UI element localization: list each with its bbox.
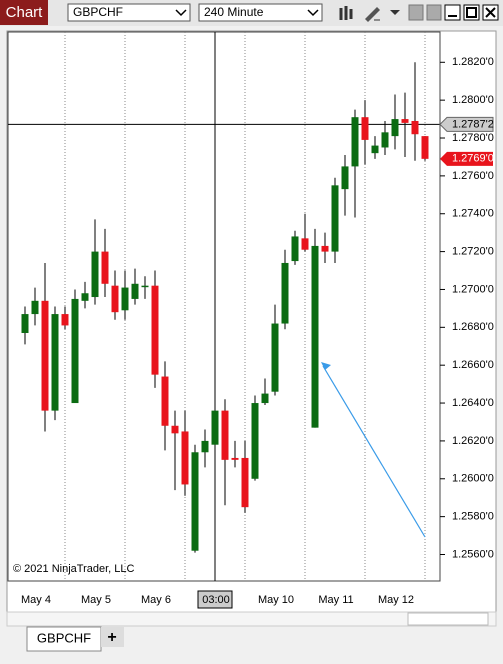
candle-body <box>111 285 119 313</box>
crosshair-y-label: 1.2787'2 <box>452 118 494 130</box>
candle-body <box>401 119 409 123</box>
scrollbar[interactable] <box>6 611 497 627</box>
x-tick-label: May 5 <box>81 594 111 606</box>
candle-body <box>261 393 269 404</box>
x-tick-label: May 4 <box>21 594 51 606</box>
button[interactable] <box>408 4 424 21</box>
y-tick-label: 1.2780'0 <box>452 132 494 144</box>
interval-selector[interactable] <box>198 3 323 22</box>
candle-body <box>331 185 339 252</box>
candle-body <box>91 251 99 298</box>
candle-body <box>41 300 49 411</box>
y-tick-label: 1.2600'0 <box>452 473 494 485</box>
candle-body <box>271 323 279 392</box>
candle-body <box>211 410 219 445</box>
candle-body <box>411 120 419 135</box>
candle-body <box>381 132 389 148</box>
candle-body <box>101 251 109 284</box>
y-tick-label: 1.2820'0 <box>452 56 494 68</box>
candle-body <box>61 314 69 326</box>
crosshair-y-box <box>439 116 494 132</box>
candle-body <box>201 440 209 453</box>
candle-body <box>321 245 329 252</box>
scroll-thumb[interactable] <box>407 612 489 626</box>
candle-body <box>21 314 29 334</box>
candle-body <box>71 298 79 404</box>
minimize-button[interactable] <box>444 4 461 21</box>
y-tick-label: 1.2740'0 <box>452 208 494 220</box>
candle-body <box>341 166 349 190</box>
drawing-tool-button[interactable] <box>365 7 380 22</box>
menu-arrow[interactable] <box>390 10 400 15</box>
dropdown-arrow <box>175 9 187 17</box>
instrument: GBPCHF <box>73 5 123 19</box>
y-tick-label: 1.2640'0 <box>452 397 494 409</box>
instrument-selector[interactable] <box>67 3 191 22</box>
candle-body <box>221 410 229 460</box>
y-tick-label: 1.2660'0 <box>452 359 494 371</box>
y-tick-label: 1.2720'0 <box>452 246 494 258</box>
candle-body <box>241 457 249 508</box>
candle-body <box>351 117 359 167</box>
candle-body <box>141 285 149 288</box>
tab-label: GBPCHF <box>37 630 91 645</box>
candle-body <box>281 262 289 324</box>
y-tick-label: 1.2620'0 <box>452 435 494 447</box>
x-tick-label: May 10 <box>258 594 294 606</box>
last-price-box <box>440 151 493 166</box>
button[interactable] <box>426 4 442 21</box>
candle-body <box>31 300 39 315</box>
candle-body <box>161 376 169 426</box>
x-tick-label: May 6 <box>141 594 171 606</box>
last-price-label: 1.2769'0 <box>452 153 494 165</box>
candle-body <box>151 285 159 375</box>
candle-body <box>391 119 399 137</box>
candle-body <box>301 238 309 250</box>
candle-body <box>171 425 179 434</box>
tab[interactable] <box>26 626 102 652</box>
candle-body <box>311 245 319 428</box>
candle-body <box>191 452 199 551</box>
candle-body <box>361 117 369 140</box>
y-tick-label: 1.2560'0 <box>452 548 494 560</box>
plot: 1.2820'0 1.2800'0 1.2780'0 1.2760'0 1.2740'0… <box>8 32 494 609</box>
y-tick-label: 1.2580'0 <box>452 511 494 523</box>
candle-body <box>81 293 89 301</box>
candle-body <box>181 431 189 485</box>
candle-body <box>131 283 139 299</box>
dropdown-arrow <box>307 9 319 17</box>
y-tick-label: 1.2800'0 <box>452 94 494 106</box>
crosshair-x-box <box>197 590 233 609</box>
chart-style-button[interactable] <box>339 6 353 20</box>
y-tick-label: 1.2680'0 <box>452 321 494 333</box>
x-tick-label: 03:00 <box>202 594 230 606</box>
interval: 240 Minute <box>204 5 264 19</box>
add-tab-label: + <box>107 629 116 646</box>
candle-body <box>421 136 429 159</box>
drawn-arrow <box>321 362 426 538</box>
window-title: Chart <box>6 4 44 21</box>
candle-body <box>51 314 59 411</box>
y-tick-label: 1.2700'0 <box>452 283 494 295</box>
y-tick-label: 1.2760'0 <box>452 170 494 182</box>
title-badge <box>0 0 48 25</box>
candle-body <box>231 457 239 460</box>
add-tab[interactable] <box>101 627 124 647</box>
candle-body <box>121 287 129 311</box>
candle-body <box>291 236 299 262</box>
x-tick-label: May 11 <box>318 594 353 606</box>
x-tick-label: May 12 <box>378 594 414 606</box>
copyright: © 2021 NinjaTrader, LLC <box>13 563 134 575</box>
candle-body <box>371 145 379 154</box>
candle-body <box>251 403 259 479</box>
